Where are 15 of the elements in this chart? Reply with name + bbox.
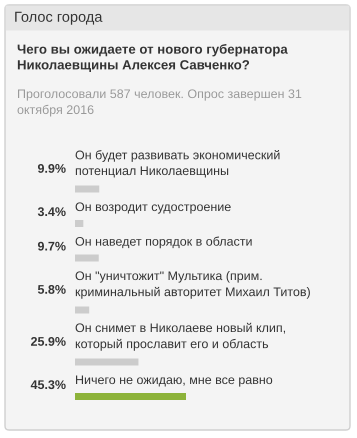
data-label: 45.3% bbox=[30, 380, 66, 390]
y-tick-label: Он возродит судостроение bbox=[76, 202, 231, 214]
y-tick-label: Он наведет порядок в области bbox=[76, 236, 252, 248]
data-label: 5.8% bbox=[38, 285, 66, 294]
y-tick-label: Он снимет в Николаеве новый клип, который прославит его и область bbox=[76, 322, 286, 351]
chart-subtitle: Проголосовали 587 человек. Опрос завершен 31 октября 2016 bbox=[18, 89, 302, 117]
y-tick-label: Он "уничтожит" Мультика (прим. криминальный авторитет Михаил Титов) bbox=[76, 271, 310, 299]
chart-title: Чего вы ожидаете от нового губернатора Николаевщины Алексея Савченко? bbox=[18, 44, 288, 72]
y-tick-label: Он будет развивать экономический потенциал Николаевщины bbox=[76, 150, 280, 178]
data-label: 3.4% bbox=[38, 207, 66, 216]
text: Голос города bbox=[15, 12, 102, 25]
data-label: 9.9% bbox=[38, 164, 66, 173]
data-label: 9.7% bbox=[38, 242, 66, 251]
y-tick-label: Ничего не ожидаю, мне все равно bbox=[76, 375, 272, 387]
data-label: 25.9% bbox=[30, 337, 66, 346]
